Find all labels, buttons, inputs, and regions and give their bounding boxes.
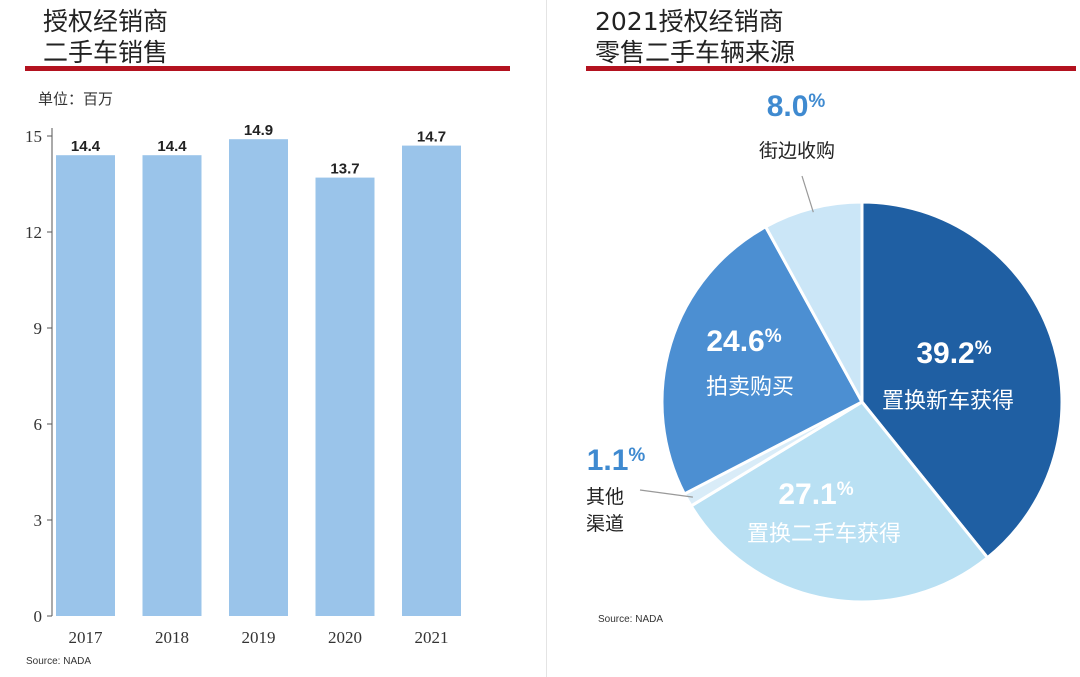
- y-tick-label: 9: [34, 319, 43, 338]
- pie-slice-0: [860, 200, 1064, 560]
- y-tick-label: 12: [25, 223, 42, 242]
- bar-chart-unit-label: 单位：百万: [38, 90, 114, 108]
- bar-2018: [142, 155, 202, 616]
- y-tick-label: 15: [25, 127, 42, 146]
- pie-slice-name-label: 其他: [586, 486, 624, 508]
- pie-chart-svg: 39.2% 置换新车获得 27.1% 置换二手车获得 24.6% 拍卖购买 8.0% 街边收购…: [586, 90, 1064, 604]
- pie-slice-name-label: 置换二手车获得: [747, 522, 901, 547]
- bar-chart-title-line-2: 二手车销售: [43, 38, 169, 67]
- x-tick-label: 2019: [242, 628, 276, 647]
- leader-line-街边收购: [801, 175, 814, 213]
- pie-slice-3: [660, 225, 864, 496]
- x-tick-label: 2020: [328, 628, 362, 647]
- x-tick-label: 2018: [155, 628, 189, 647]
- pie-chart-title-line-1: 2021授权经销商: [595, 7, 784, 36]
- bar-value-label: 14.4: [71, 138, 101, 155]
- bar-value-label: 14.4: [157, 138, 187, 155]
- bar-chart-svg: 0 3 6 9 12 15 14.4 2017 14.4 2018 14.9 2019 13.7 2020…: [25, 122, 461, 647]
- pie-chart-title-line-2: 零售二手车辆来源: [595, 38, 796, 67]
- bar-chart-panel: 授权经销商 二手车销售 单位：百万 0 3 6 9 12 15 14.4 2017 14.4 20…: [25, 6, 510, 667]
- bar-value-label: 14.9: [244, 122, 273, 139]
- bar-chart-source: Source: NADA: [26, 656, 92, 667]
- pie-chart-title-rule: [586, 66, 1076, 71]
- panel-divider: [546, 0, 547, 677]
- y-tick-label: 0: [34, 607, 43, 626]
- pie-slice-percent-label: 27.1%: [778, 478, 853, 511]
- x-tick-label: 2021: [415, 628, 449, 647]
- bar-value-label: 13.7: [330, 161, 359, 178]
- y-tick-label: 3: [34, 511, 43, 530]
- bar-chart-title-line-1: 授权经销商: [43, 7, 169, 36]
- pie-slice-percent-label: 8.0%: [767, 90, 826, 123]
- pie-slice-1: [689, 400, 990, 604]
- pie-slice-name-label: 置换新车获得: [882, 389, 1014, 414]
- bar-chart-title: 授权经销商 二手车销售: [43, 6, 168, 68]
- pie-chart-title: 2021授权经销商 零售二手车辆来源: [595, 6, 795, 68]
- bar-2020: [315, 177, 375, 616]
- pie-slice-percent-label: 39.2%: [916, 337, 991, 370]
- pie-chart-panel: 2021授权经销商 零售二手车辆来源 39.2% 置换新车获得 27.1% 置换二手车…: [548, 0, 1080, 677]
- bar-value-label: 14.7: [417, 129, 446, 146]
- bar-chart-title-rule: [25, 66, 510, 71]
- leader-line-其他渠道: [639, 489, 693, 498]
- pie-slice-percent-label: 24.6%: [706, 325, 781, 358]
- pie-slice-name-label: 渠道: [586, 513, 624, 535]
- pie-chart-source: Source: NADA: [598, 614, 664, 625]
- pie-slice-name-label: 街边收购: [759, 140, 835, 162]
- bar-2017: [56, 155, 115, 616]
- y-tick-label: 6: [34, 415, 43, 434]
- pie-slice-percent-label: 1.1%: [587, 444, 646, 477]
- x-tick-label: 2017: [69, 628, 104, 647]
- bar-2019: [229, 139, 288, 616]
- bar-2021: [402, 145, 461, 616]
- pie-slice-name-label: 拍卖购买: [706, 375, 794, 400]
